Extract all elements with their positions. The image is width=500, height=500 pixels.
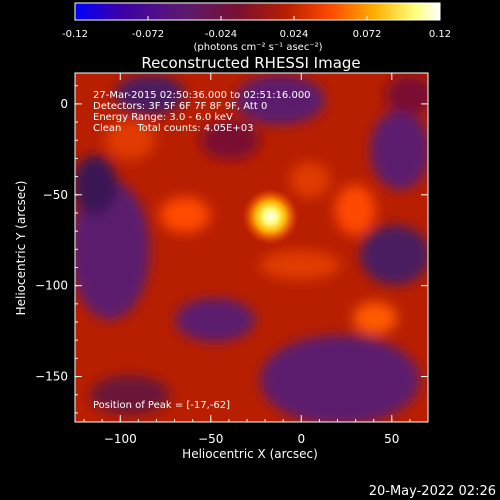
info-line-clean: Clean Total counts: 4.05E+03 (93, 123, 253, 134)
y-tick-label: −150 (35, 370, 68, 384)
y-tick-label: 0 (60, 97, 68, 111)
colorbar-ticks: -0.12 -0.072 -0.024 0.024 0.072 0.12 (62, 16, 451, 40)
info-line-time: 27-Mar-2015 02:50:36.000 to 02:51:16.000 (93, 90, 311, 101)
x-tick-label: −100 (104, 432, 137, 446)
x-axis-label: Heliocentric X (arcsec) (182, 447, 318, 461)
x-axis-ticks: −100 −50 0 50 (83, 73, 411, 446)
peak-source (242, 188, 299, 245)
image-map (75, 75, 428, 422)
x-tick-label: −50 (198, 432, 223, 446)
info-line-energy: Energy Range: 3.0 - 6.0 keV (93, 112, 233, 123)
colorbar-tick-label: -0.12 (62, 29, 88, 40)
colorbar-tick-label: -0.072 (132, 29, 164, 40)
plot-frame (74, 72, 429, 423)
y-tick-label: −100 (35, 279, 68, 293)
colorbar-tick-label: 0.12 (429, 29, 451, 40)
x-tick-label: 50 (384, 432, 399, 446)
y-tick-label: −50 (43, 188, 68, 202)
peak-position-text: Position of Peak = [-17,-62] (93, 400, 230, 411)
info-line-detectors: Detectors: 3F 5F 6F 7F 8F 9F, Att 0 (93, 101, 267, 112)
colorbar-tick-label: -0.024 (205, 29, 237, 40)
info-text-block: 27-Mar-2015 02:50:36.000 to 02:51:16.000… (93, 90, 311, 134)
colorbar-tick-label: 0.072 (353, 29, 382, 40)
colorbar-unit-label: (photons cm⁻² s⁻¹ asec⁻²) (193, 42, 322, 53)
plot-title: Reconstructed RHESSI Image (141, 54, 360, 72)
y-axis-label: Heliocentric Y (arcsec) (14, 181, 28, 316)
colorbar (74, 2, 441, 21)
colorbar-tick-label: 0.024 (280, 29, 309, 40)
x-tick-label: 0 (297, 432, 305, 446)
y-axis-ticks: 0 −50 −100 −150 (35, 85, 428, 414)
footer-date: 20-May-2022 02:26 (369, 484, 496, 499)
